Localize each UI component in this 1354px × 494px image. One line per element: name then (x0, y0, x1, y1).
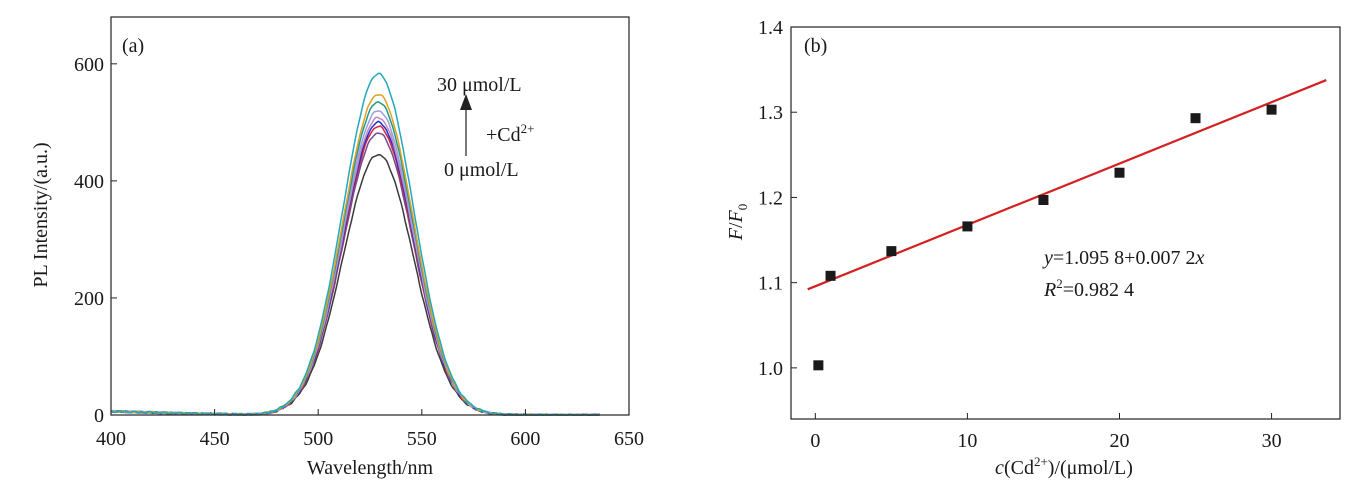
x-tick-label: 400 (96, 428, 126, 450)
annotation-middle: +Cd2+ (486, 121, 534, 146)
panel-a: 400 450 500 550 600 650 0 200 400 600 (a) Wavele… (30, 16, 644, 479)
pl-spectrum-line (110, 101, 601, 416)
data-point (1266, 104, 1277, 115)
data-point (962, 221, 973, 232)
y-tick-label: 1.2 (758, 187, 783, 209)
panel-b-y-axis-label: F/F0 (725, 204, 750, 242)
y-tick-label: 400 (74, 171, 104, 193)
x-tick-label: 650 (614, 428, 644, 450)
y-tick-label: 0 (94, 405, 104, 427)
data-point (813, 360, 824, 371)
panel-a-label: (a) (122, 35, 144, 57)
y-tick-label: 1.0 (758, 358, 783, 380)
data-point (825, 270, 836, 281)
panel-a-y-axis-label: PL Intensity/(a.u.) (30, 142, 52, 287)
y-tick-label: 1.3 (758, 102, 783, 124)
panel-b-frame (790, 26, 1341, 420)
panel-b-y-ticks: 1.0 1.1 1.2 1.3 1.4 (758, 17, 797, 380)
y-tick-label: 1.4 (758, 17, 783, 39)
y-tick-label: 1.1 (758, 273, 783, 295)
x-tick-label: 450 (200, 428, 230, 450)
x-tick-label: 20 (1109, 430, 1129, 452)
pl-spectrum-line (110, 153, 601, 416)
x-tick-label: 10 (957, 430, 977, 452)
annotation-bottom: 0 μmol/L (444, 159, 519, 181)
r-squared: R2=0.982 4 (1043, 276, 1134, 301)
x-tick-label: 550 (407, 428, 437, 450)
annotation-top: 30 μmol/L (437, 74, 522, 96)
panel-b-x-ticks: 0 10 20 30 (810, 413, 1282, 452)
panel-a-frame (110, 16, 630, 416)
x-tick-label: 500 (303, 428, 333, 450)
panel-a-x-ticks: 400 450 500 550 600 650 (96, 409, 644, 450)
x-tick-label: 0 (810, 430, 820, 452)
fit-equation: y=1.095 8+0.007 2x (1042, 247, 1204, 269)
data-point (1038, 194, 1049, 205)
data-point (886, 246, 897, 257)
pl-spectrum-line (110, 94, 601, 416)
data-point (1114, 167, 1125, 178)
panel-a-x-axis-label: Wavelength/nm (307, 457, 434, 479)
panel-b: 0 10 20 30 1.0 1.1 1.2 1.3 1.4 (b) y=1.095 8+0.… (725, 17, 1341, 479)
x-tick-label: 30 (1262, 430, 1282, 452)
panel-b-x-axis-label: c(Cd2+)/(μmol/L) (995, 454, 1133, 479)
x-tick-label: 600 (510, 428, 540, 450)
data-points (813, 104, 1277, 371)
panel-b-label: (b) (804, 35, 827, 57)
y-tick-label: 600 (74, 54, 104, 76)
data-point (1190, 113, 1201, 124)
y-tick-label: 200 (74, 288, 104, 310)
panel-a-y-ticks: 0 200 400 600 (74, 54, 117, 427)
arrow-up-icon (460, 94, 472, 110)
